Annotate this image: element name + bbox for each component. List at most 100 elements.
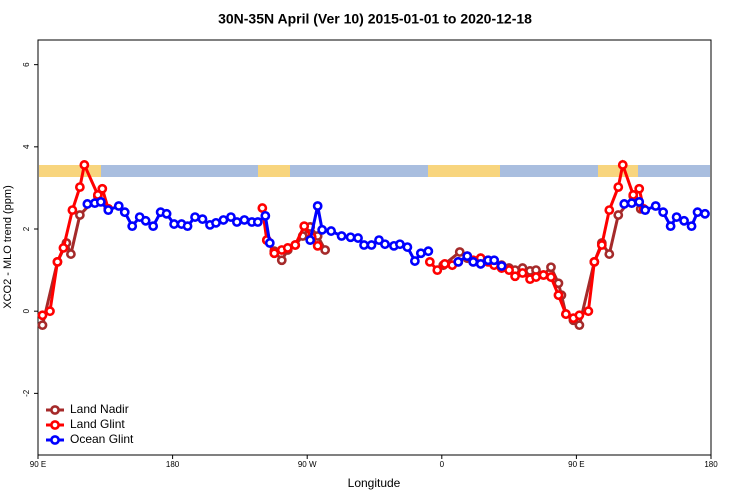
point xyxy=(626,198,637,209)
point xyxy=(619,199,630,209)
land-band xyxy=(39,165,101,177)
point xyxy=(67,205,78,216)
point xyxy=(305,235,316,246)
point xyxy=(276,255,287,266)
point xyxy=(453,256,464,267)
point xyxy=(439,259,450,269)
point xyxy=(353,233,363,243)
point xyxy=(658,207,669,218)
point xyxy=(496,261,507,271)
point xyxy=(182,221,193,232)
land-band xyxy=(598,165,638,177)
point xyxy=(260,210,271,221)
point xyxy=(359,240,369,250)
point xyxy=(299,221,310,232)
plot-frame xyxy=(37,39,712,456)
point xyxy=(66,249,76,259)
point xyxy=(510,271,520,282)
land-band xyxy=(428,165,500,177)
land-ocean-strip xyxy=(39,165,710,177)
point xyxy=(366,240,377,250)
x-tick-label: 90 W xyxy=(298,460,317,469)
legend-label: Ocean Glint xyxy=(70,432,134,446)
y-tick-label: -2 xyxy=(22,389,31,397)
x-tick-label: 90 E xyxy=(30,460,46,469)
point xyxy=(232,217,242,227)
x-tick-label: 180 xyxy=(704,460,718,469)
point xyxy=(58,243,69,253)
point xyxy=(317,224,328,235)
point xyxy=(336,231,347,241)
point xyxy=(282,243,293,253)
point xyxy=(468,256,479,267)
point xyxy=(161,208,172,219)
point xyxy=(617,160,628,170)
point xyxy=(640,205,651,216)
point xyxy=(634,183,645,194)
point xyxy=(218,215,229,225)
y-axis-label: XCO2 - MLO trend (ppm) xyxy=(2,185,14,308)
x-tick-label: 180 xyxy=(166,460,180,469)
y-tick-label: 4 xyxy=(22,144,31,149)
point xyxy=(103,205,114,216)
point xyxy=(546,262,556,273)
point xyxy=(37,310,48,321)
point xyxy=(264,238,275,248)
point xyxy=(79,160,90,170)
legend-marker xyxy=(50,420,60,430)
point xyxy=(74,210,85,220)
point xyxy=(531,272,541,282)
point xyxy=(423,246,434,257)
point xyxy=(119,207,130,218)
point xyxy=(650,201,661,211)
point xyxy=(679,215,689,226)
point xyxy=(628,190,639,200)
point xyxy=(326,226,337,236)
point xyxy=(553,290,564,301)
point xyxy=(113,201,124,211)
point xyxy=(74,182,85,192)
point xyxy=(604,205,615,216)
point xyxy=(504,265,514,275)
y-tick-label: 0 xyxy=(22,308,31,313)
point xyxy=(52,256,63,267)
point xyxy=(97,183,108,194)
point xyxy=(257,203,268,213)
point xyxy=(561,309,571,319)
point xyxy=(190,212,200,222)
point xyxy=(345,232,356,243)
point xyxy=(95,196,106,207)
point xyxy=(395,239,405,250)
point xyxy=(665,221,676,232)
land-band xyxy=(258,165,290,177)
series-line xyxy=(41,159,646,320)
point xyxy=(380,239,390,250)
point xyxy=(45,306,55,317)
point xyxy=(517,268,528,278)
legend-label: Land Glint xyxy=(70,417,125,431)
point xyxy=(424,256,435,267)
point xyxy=(432,265,443,275)
point xyxy=(546,272,556,282)
x-tick-label: 90 E xyxy=(568,460,584,469)
legend-marker xyxy=(50,405,60,415)
point xyxy=(402,242,413,252)
point xyxy=(686,221,697,232)
point xyxy=(574,320,585,331)
point xyxy=(211,217,221,228)
point xyxy=(489,255,500,266)
point xyxy=(409,256,420,266)
point xyxy=(692,207,703,218)
point xyxy=(589,256,600,267)
point xyxy=(462,251,473,262)
point xyxy=(37,320,48,331)
point xyxy=(127,221,138,232)
point xyxy=(312,240,323,251)
point xyxy=(671,212,682,222)
legend-label: Land Nadir xyxy=(70,402,129,416)
point xyxy=(169,219,179,229)
point xyxy=(239,215,250,225)
point xyxy=(613,210,624,220)
x-tick-label: 0 xyxy=(440,460,445,469)
